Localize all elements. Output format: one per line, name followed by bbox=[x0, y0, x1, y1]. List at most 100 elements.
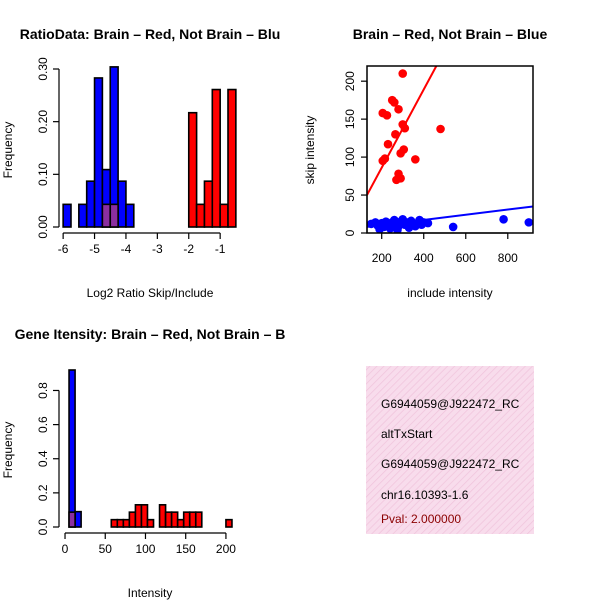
scatter-point bbox=[383, 139, 393, 149]
x-tick-label: -2 bbox=[183, 242, 194, 256]
histogram-bar bbox=[125, 203, 135, 228]
intensity-histogram-title: Gene Itensity: Brain – Red, Not Brain – … bbox=[15, 326, 286, 342]
scatter-x-axis: 200 400 600 800 bbox=[372, 232, 518, 265]
y-tick-label: 50 bbox=[343, 188, 357, 202]
histogram-bar bbox=[128, 511, 137, 528]
histogram-bar bbox=[158, 504, 167, 528]
scatter-point bbox=[391, 130, 400, 139]
scatter-panel: Brain – Red, Not Brain – Blue 200 400 600 8… bbox=[303, 26, 547, 300]
intensity-histogram-bars bbox=[68, 369, 233, 528]
x-tick-label: 0 bbox=[62, 542, 69, 556]
scatter-point bbox=[396, 174, 405, 183]
histogram-bar bbox=[176, 518, 185, 528]
scatter-points bbox=[367, 69, 533, 233]
x-tick-label: -4 bbox=[121, 242, 132, 256]
ratio-histogram-panel: RatioData: Brain – Red, Not Brain – Blu … bbox=[1, 26, 280, 300]
ratio-histogram-y-axis: 0.00 0.10 0.20 0.30 bbox=[36, 57, 60, 239]
intensity-histogram-y-axis: 0.0 0.2 0.4 0.6 0.8 bbox=[36, 382, 60, 535]
intensity-histogram-xlabel: Intensity bbox=[128, 586, 173, 600]
ratio-histogram-bars bbox=[62, 66, 237, 228]
histogram-bar bbox=[109, 66, 119, 228]
scatter-point bbox=[524, 218, 533, 227]
scatter-y-axis: 0 50 100 150 200 bbox=[343, 71, 368, 236]
histogram-bar bbox=[74, 510, 82, 528]
scatter-point bbox=[411, 155, 420, 164]
ratio-histogram-x-axis: -6 -5 -4 -3 -2 -1 bbox=[58, 232, 226, 256]
histogram-bar bbox=[85, 180, 96, 228]
scatter-point bbox=[396, 148, 405, 158]
x-tick-label: 100 bbox=[135, 542, 155, 556]
histogram-bar bbox=[78, 203, 88, 228]
histogram-bar bbox=[122, 518, 131, 528]
ratio-histogram-title: RatioData: Brain – Red, Not Brain – Blu bbox=[20, 26, 281, 42]
histogram-bar bbox=[93, 77, 104, 228]
x-tick-label: 800 bbox=[498, 251, 518, 265]
histogram-bar bbox=[203, 180, 214, 228]
scatter-ylabel: skip intensity bbox=[303, 116, 317, 185]
info-gene-id-2: G6944059@J922472_RC bbox=[381, 457, 520, 471]
histogram-bar bbox=[187, 111, 198, 228]
y-tick-label: 150 bbox=[343, 109, 357, 129]
info-panel-background bbox=[366, 366, 534, 534]
scatter-fit-lines bbox=[367, 66, 533, 228]
scatter-title: Brain – Red, Not Brain – Blue bbox=[353, 26, 548, 42]
info-event-type: altTxStart bbox=[381, 427, 433, 441]
y-tick-label: 0.6 bbox=[36, 416, 50, 433]
intensity-histogram-ylabel: Frequency bbox=[1, 422, 15, 479]
x-tick-label: 200 bbox=[216, 542, 236, 556]
histogram-bar bbox=[110, 518, 119, 528]
y-tick-label: 0.4 bbox=[36, 450, 50, 467]
histogram-bar bbox=[170, 511, 179, 528]
y-tick-label: 0.2 bbox=[36, 484, 50, 501]
x-tick-label: -6 bbox=[58, 242, 69, 256]
scatter-point bbox=[382, 111, 392, 120]
scatter-point bbox=[398, 69, 408, 78]
x-tick-label: 400 bbox=[414, 251, 434, 265]
histogram-bar bbox=[211, 88, 221, 228]
scatter-point bbox=[375, 224, 384, 233]
info-panel: G6944059@J922472_RC altTxStart G6944059@… bbox=[366, 366, 534, 534]
histogram-bar bbox=[164, 511, 173, 528]
x-tick-label: -3 bbox=[152, 242, 163, 256]
histogram-bar bbox=[227, 88, 237, 228]
info-pvalue: Pval: 2.000000 bbox=[381, 512, 461, 526]
histogram-bar bbox=[62, 203, 72, 228]
scatter-point bbox=[400, 123, 410, 133]
histogram-bar bbox=[117, 180, 127, 228]
scatter-point bbox=[394, 104, 403, 114]
info-location: chr16.10393-1.6 bbox=[381, 488, 469, 502]
histogram-bar bbox=[68, 369, 76, 528]
x-tick-label: -5 bbox=[89, 242, 100, 256]
ratio-histogram-ylabel: Frequency bbox=[1, 122, 15, 179]
histogram-bar bbox=[140, 504, 149, 528]
intensity-histogram-x-axis: 0 50 100 150 200 bbox=[62, 532, 236, 556]
y-tick-label: 0.0 bbox=[36, 518, 50, 535]
scatter-xlabel: include intensity bbox=[407, 286, 492, 300]
histogram-bar bbox=[101, 203, 112, 228]
histogram-bar bbox=[188, 511, 197, 528]
histogram-bar bbox=[134, 504, 143, 528]
x-tick-label: 150 bbox=[176, 542, 196, 556]
scatter-plot-area bbox=[367, 66, 533, 233]
y-tick-label: 0 bbox=[343, 229, 357, 236]
y-tick-label: 0.30 bbox=[36, 57, 50, 81]
y-tick-label: 0.00 bbox=[36, 215, 50, 239]
scatter-point bbox=[423, 218, 433, 228]
scatter-point bbox=[378, 156, 388, 166]
scatter-point bbox=[390, 98, 399, 107]
y-tick-label: 100 bbox=[343, 147, 357, 167]
histogram-bar bbox=[195, 203, 206, 228]
scatter-point bbox=[393, 225, 402, 233]
scatter-point bbox=[448, 222, 458, 232]
histogram-bar bbox=[194, 511, 203, 528]
x-tick-label: 200 bbox=[372, 251, 392, 265]
y-tick-label: 200 bbox=[343, 71, 357, 91]
scatter-point bbox=[436, 124, 445, 134]
x-tick-label: -1 bbox=[215, 242, 226, 256]
histogram-bar bbox=[109, 203, 119, 228]
histogram-bar bbox=[225, 518, 233, 528]
y-tick-label: 0.20 bbox=[36, 110, 50, 134]
y-tick-label: 0.8 bbox=[36, 382, 50, 399]
histogram-bar bbox=[68, 511, 76, 528]
